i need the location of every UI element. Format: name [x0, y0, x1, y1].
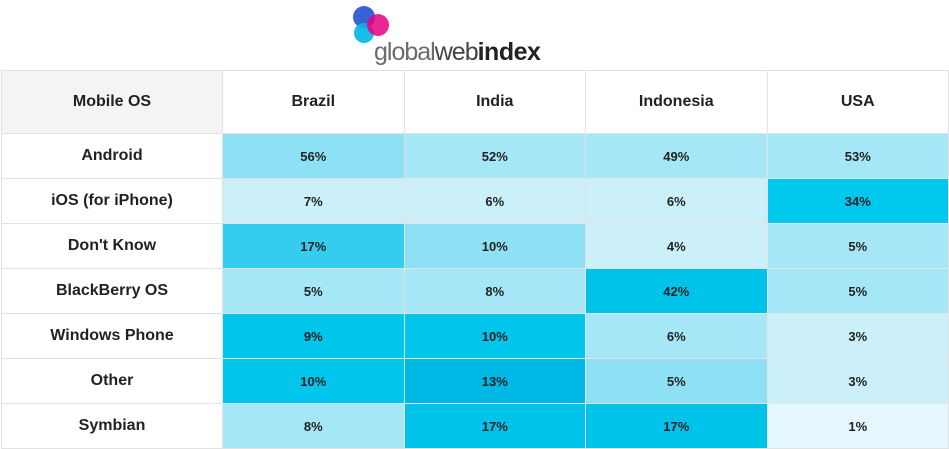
table-row: Android 56% 52% 49% 53%	[1, 133, 949, 179]
data-cell: 6%	[585, 178, 768, 224]
table-row: Windows Phone 9% 10% 6% 3%	[1, 313, 949, 359]
row-label: Symbian	[1, 403, 223, 449]
globalwebindex-logo: globalwebindex	[350, 4, 560, 68]
data-cell: 10%	[222, 358, 405, 404]
column-header: India	[403, 70, 586, 134]
column-header: USA	[766, 70, 949, 134]
row-label: Don't Know	[1, 223, 223, 269]
data-cell: 6%	[403, 178, 586, 224]
logo-wordmark: globalwebindex	[374, 38, 541, 67]
row-label: BlackBerry OS	[1, 268, 223, 314]
data-cell: 56%	[222, 133, 405, 179]
logo-word-global: global	[374, 38, 436, 66]
data-cell: 8%	[403, 268, 586, 314]
table-row: BlackBerry OS 5% 8% 42% 5%	[1, 268, 949, 314]
data-cell: 8%	[222, 403, 405, 449]
data-cell: 5%	[222, 268, 405, 314]
data-cell: 49%	[585, 133, 768, 179]
data-cell: 3%	[766, 313, 949, 359]
data-cell: 1%	[766, 403, 949, 449]
column-header: Brazil	[222, 70, 405, 134]
data-cell: 5%	[585, 358, 768, 404]
data-cell: 10%	[403, 313, 586, 359]
mobile-os-table: Mobile OS Brazil India Indonesia USA And…	[1, 70, 949, 449]
data-cell: 5%	[766, 268, 949, 314]
table-row: iOS (for iPhone) 7% 6% 6% 34%	[1, 178, 949, 224]
data-cell: 6%	[585, 313, 768, 359]
data-cell: 10%	[403, 223, 586, 269]
row-label: iOS (for iPhone)	[1, 178, 223, 224]
data-cell: 52%	[403, 133, 586, 179]
table-row: Symbian 8% 17% 17% 1%	[1, 403, 949, 449]
table-row: Other 10% 13% 5% 3%	[1, 358, 949, 404]
data-cell: 5%	[766, 223, 949, 269]
logo-circles-icon	[353, 6, 389, 43]
data-cell: 17%	[222, 223, 405, 269]
data-cell: 34%	[766, 178, 949, 224]
data-cell: 4%	[585, 223, 768, 269]
logo-word-web: web	[434, 38, 479, 66]
column-header: Indonesia	[585, 70, 768, 134]
row-label: Windows Phone	[1, 313, 223, 359]
corner-header: Mobile OS	[1, 70, 223, 134]
data-cell: 13%	[403, 358, 586, 404]
row-label: Android	[1, 133, 223, 179]
header-row: Mobile OS Brazil India Indonesia USA	[1, 70, 949, 134]
data-cell: 53%	[766, 133, 949, 179]
data-cell: 9%	[222, 313, 405, 359]
logo-word-index: index	[477, 38, 541, 66]
row-label: Other	[1, 358, 223, 404]
data-cell: 7%	[222, 178, 405, 224]
data-cell: 17%	[585, 403, 768, 449]
table-row: Don't Know 17% 10% 4% 5%	[1, 223, 949, 269]
data-cell: 42%	[585, 268, 768, 314]
data-cell: 17%	[403, 403, 586, 449]
data-cell: 3%	[766, 358, 949, 404]
